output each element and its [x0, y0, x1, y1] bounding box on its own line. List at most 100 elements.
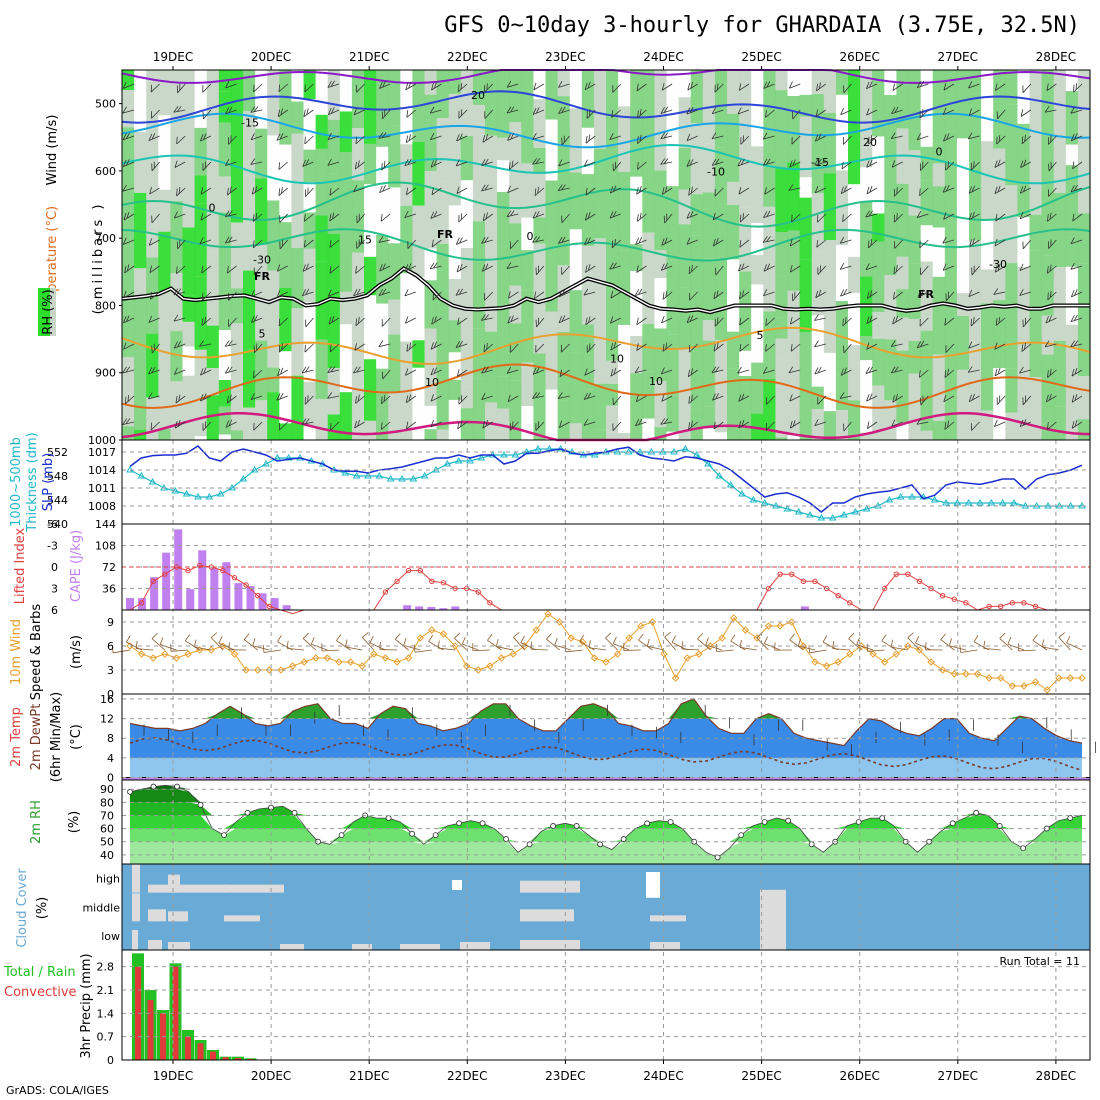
rh-shade-cell	[448, 320, 462, 353]
wind-barb-shaft	[764, 187, 775, 195]
wind-barb-shaft	[225, 161, 237, 166]
wind-barb	[431, 239, 442, 248]
wind-barb-flag	[869, 159, 873, 166]
wind-barb-shaft	[1047, 265, 1057, 274]
wind-barb	[330, 421, 340, 431]
cape-bar	[138, 598, 147, 610]
wind-barb-flag	[895, 315, 898, 323]
wind-barb	[816, 239, 827, 248]
wind-barb-flag	[355, 266, 357, 274]
rh-shade-cell	[1065, 324, 1079, 379]
contour-label: -30	[253, 254, 271, 267]
rh-shade-cell	[908, 215, 922, 264]
rh-shade-cell	[702, 406, 716, 429]
wind10-barb	[310, 637, 328, 651]
wind-speed-point	[393, 658, 401, 666]
wind-barb-flag	[634, 288, 640, 296]
wind-speed-point	[880, 658, 889, 666]
wind-barb-shaft	[792, 291, 801, 302]
rh-shade-cell	[848, 115, 861, 185]
wind-speed-point	[312, 654, 320, 662]
wind-barb	[405, 134, 417, 143]
precip-conv-bar	[172, 966, 179, 1060]
ylabel-precip: 3hr Precip (mm)	[79, 953, 94, 1058]
rh-shade-cell	[412, 277, 426, 341]
rh-shade-cell	[557, 230, 571, 266]
wind10-barb-shaft	[136, 648, 154, 651]
wind-barb-shaft	[303, 109, 314, 118]
wind-barb-flag	[945, 293, 947, 301]
rh-point	[808, 841, 815, 848]
wind-speed-point	[323, 654, 332, 662]
wind-barb-flag	[688, 396, 691, 404]
wind-barb-flag	[381, 162, 383, 171]
wind-barb-flag	[1049, 290, 1052, 298]
ytick-wind: 9	[107, 616, 114, 629]
wind-barb-shaft	[151, 109, 160, 119]
wind-barb-shaft	[840, 109, 852, 116]
rh-shade-cell	[702, 428, 716, 440]
wind-barb-shaft	[382, 109, 391, 119]
wind10-barb-flag	[262, 644, 265, 653]
wind10-barb-flag	[472, 643, 474, 651]
wind-barb-flag	[150, 292, 152, 300]
wind10-barb-shaft	[229, 649, 247, 651]
rh-shade-cell	[956, 99, 970, 139]
rh-shade-cell	[230, 142, 244, 223]
wind-barb	[920, 395, 929, 406]
wind-barb-flag	[942, 107, 947, 115]
rh-shade-cell	[170, 201, 184, 274]
wind-barb-flag	[1071, 368, 1075, 377]
contour-label: -15	[241, 117, 259, 130]
wind-barb-shaft	[817, 213, 827, 223]
rh-shade-cell	[908, 70, 922, 131]
rh-shade-cell	[860, 201, 873, 277]
wind-barb-flag	[762, 236, 768, 243]
rh-shade-cell	[593, 238, 607, 264]
wind-barb-flag	[228, 340, 233, 346]
wind-barb-flag	[277, 368, 281, 376]
wind10-barb-flag	[286, 640, 289, 649]
thickness-point	[1010, 499, 1018, 506]
wind-barb-shaft	[151, 343, 160, 354]
rh-shade-cell	[630, 271, 643, 336]
wind-barb-flag	[537, 186, 540, 194]
wind-barb	[200, 393, 212, 402]
wind-barb-flag	[689, 315, 694, 322]
wind-barb-flag	[916, 341, 922, 348]
wind10-barb-flag	[664, 632, 671, 638]
wind-barb-flag	[455, 341, 460, 348]
wind-barb-shaft	[354, 343, 365, 351]
wind-barb-flag	[1074, 367, 1078, 375]
rh-shade-cell	[751, 413, 764, 440]
wind-barb-shaft	[151, 213, 160, 224]
wind-barb-shaft	[327, 369, 340, 373]
wind-barb-flag	[538, 317, 540, 325]
wind10-barb-shaft	[414, 649, 432, 653]
wind-speed-point	[613, 650, 622, 658]
rh-shade-cell	[218, 380, 232, 407]
wind-barb	[815, 109, 827, 117]
wind-barb	[124, 264, 135, 274]
wind-barb	[251, 185, 263, 195]
rh-shade-cell	[956, 315, 970, 370]
rh-shade-cell	[1065, 378, 1079, 418]
rh-shade-cell	[436, 300, 450, 367]
wind-barb	[971, 265, 980, 276]
wind10-barb-shaft	[832, 648, 850, 651]
rh-shade-cell	[472, 328, 486, 379]
wind-barb-flag	[278, 188, 281, 196]
wind10-barb	[546, 633, 560, 651]
wind-barb	[303, 213, 314, 222]
rh-point	[620, 836, 627, 842]
wind-barb-flag	[890, 340, 896, 347]
wind-barb-shaft	[430, 213, 442, 219]
wind-barb	[1019, 366, 1031, 374]
wind-barb	[379, 263, 391, 272]
wind-barb-flag	[1019, 186, 1024, 194]
wind-barb-flag	[866, 160, 870, 168]
wind-speed-point	[741, 626, 750, 634]
wind10-barb-flag	[715, 643, 718, 652]
wind-barb-flag	[404, 289, 409, 297]
wind-barb-flag	[1045, 394, 1049, 402]
